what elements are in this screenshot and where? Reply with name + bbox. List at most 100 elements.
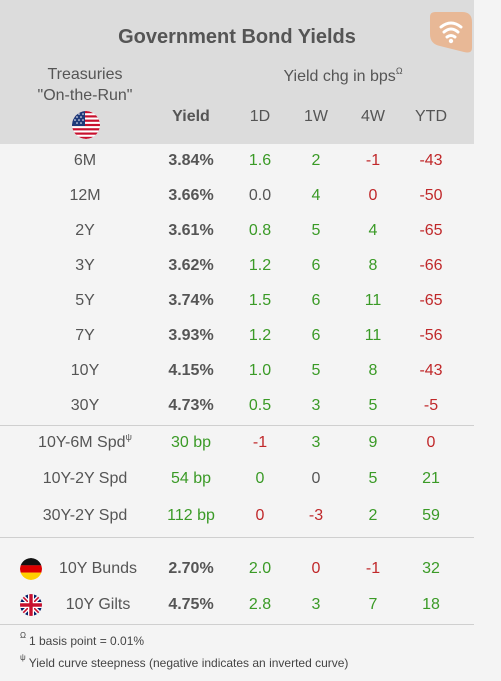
spread-row: 10Y-6M Spdψ 30 bp -1 3 9 0 [0,426,474,461]
change-1d: 2.0 [248,560,272,577]
table-row: 12M 3.66% 0.0 4 0 -50 [0,179,474,214]
change-1w: 2 [311,152,321,169]
column-header-ytd: YTD [415,108,447,125]
table-row: 6M 3.84% 1.6 2 -1 -43 [0,144,474,179]
international-row: 10Y Gilts 4.75% 2.8 3 7 18 [0,588,474,623]
change-1d: 0 [255,507,265,524]
change-ytd: -43 [419,362,443,379]
page-title: Government Bond Yields [118,26,356,48]
change-4w: 11 [364,327,382,344]
footnote-text: Yield curve steepness (negative indicate… [28,656,349,670]
change-1w: 4 [311,187,321,204]
section-divider [0,537,474,538]
footnote-text: 1 basis point = 0.01% [28,634,145,648]
yield-value: 4.73% [168,397,214,414]
table-row: 10Y 4.15% 1.0 5 8 -43 [0,354,474,389]
tenor-label: 10Y [70,362,100,379]
treasuries-label: Treasuries [47,66,123,83]
tenor-label: 7Y [75,327,95,344]
yield-value: 3.62% [168,257,214,274]
table-row: 2Y 3.61% 0.8 5 4 -65 [0,214,474,249]
change-1d: 1.5 [248,292,272,309]
change-1d: 2.8 [248,596,272,613]
change-4w: 4 [368,222,378,239]
column-header-4w: 4W [361,108,385,125]
change-1d: 0.5 [248,397,272,414]
change-1d: 1.0 [248,362,272,379]
international-row: 10Y Bunds 2.70% 2.0 0 -1 32 [0,552,474,587]
omega-marker: Ω [20,631,26,640]
footnote-steepness: ψ Yield curve steepness (negative indicat… [20,653,349,670]
change-4w: -1 [365,152,381,169]
change-ytd: -65 [419,292,443,309]
tenor-label: 6M [73,152,97,169]
change-4w: 8 [368,362,378,379]
yield-change-header: Yield chg in bpsΩ [268,66,418,86]
change-4w: 5 [368,470,378,487]
change-4w: 5 [368,397,378,414]
change-4w: 8 [368,257,378,274]
spread-label: 10Y-6M Spdψ [20,432,150,452]
tenor-label: 30Y [70,397,100,414]
change-1d: -1 [252,434,268,451]
yield-value: 3.74% [168,292,214,309]
yield-value: 3.66% [168,187,214,204]
change-1d: 1.6 [248,152,272,169]
change-1w: 3 [311,397,321,414]
spread-label: 10Y-2Y Spd [42,470,128,487]
spread-label: 30Y-2Y Spd [42,507,128,524]
change-ytd: -5 [423,397,439,414]
change-1d: 1.2 [248,257,272,274]
change-1w: 3 [311,596,321,613]
change-1w: 0 [311,560,321,577]
spread-name: 10Y-6M Spd [38,434,126,451]
uk-flag-icon [20,594,42,616]
germany-flag-icon [20,558,42,580]
change-4w: 0 [368,187,378,204]
tenor-label: 12M [69,187,101,204]
table-row: 5Y 3.74% 1.5 6 11 -65 [0,284,474,319]
yield-change-label: Yield chg in bps [283,68,396,85]
yield-value: 4.15% [168,362,214,379]
change-4w: 9 [368,434,378,451]
spread-value: 112 bp [167,507,215,524]
section-divider [0,425,474,426]
change-1d: 0 [255,470,265,487]
change-1w: 6 [311,257,321,274]
yield-value: 4.75% [168,596,214,613]
omega-marker: Ω [395,66,403,76]
tenor-label: 3Y [75,257,95,274]
bond-label: 10Y Gilts [65,596,131,613]
change-1d: 1.2 [248,327,272,344]
change-4w: 11 [364,292,382,309]
change-ytd: -66 [419,257,443,274]
change-ytd: -50 [419,187,443,204]
change-1w: 6 [311,292,321,309]
tenor-label: 2Y [75,222,95,239]
change-ytd: 0 [426,434,436,451]
bond-label: 10Y Bunds [59,560,137,577]
change-1d: 0.0 [248,187,272,204]
spread-value: 30 bp [170,434,212,451]
treasuries-header: Treasuries "On-the-Run" [20,64,150,106]
tenor-label: 5Y [75,292,95,309]
change-1w: 5 [311,362,321,379]
column-header-1w: 1W [304,108,328,125]
table-header: Government Bond Yields Treasuries "On-th… [0,0,474,144]
table-row: 30Y 4.73% 0.5 3 5 -5 [0,389,474,424]
spread-row: 30Y-2Y Spd 112 bp 0 -3 2 59 [0,499,474,534]
table-row: 3Y 3.62% 1.2 6 8 -66 [0,249,474,284]
us-flag-icon [72,111,100,139]
column-header-yield: Yield [172,108,210,125]
change-1w: 0 [311,470,321,487]
change-ytd: 18 [422,596,440,613]
change-ytd: 21 [422,470,440,487]
change-ytd: 59 [422,507,440,524]
table-row: 7Y 3.93% 1.2 6 11 -56 [0,319,474,354]
change-1d: 0.8 [248,222,272,239]
on-the-run-label: "On-the-Run" [37,87,133,104]
change-4w: 7 [368,596,378,613]
change-1w: 5 [311,222,321,239]
change-ytd: -56 [419,327,443,344]
